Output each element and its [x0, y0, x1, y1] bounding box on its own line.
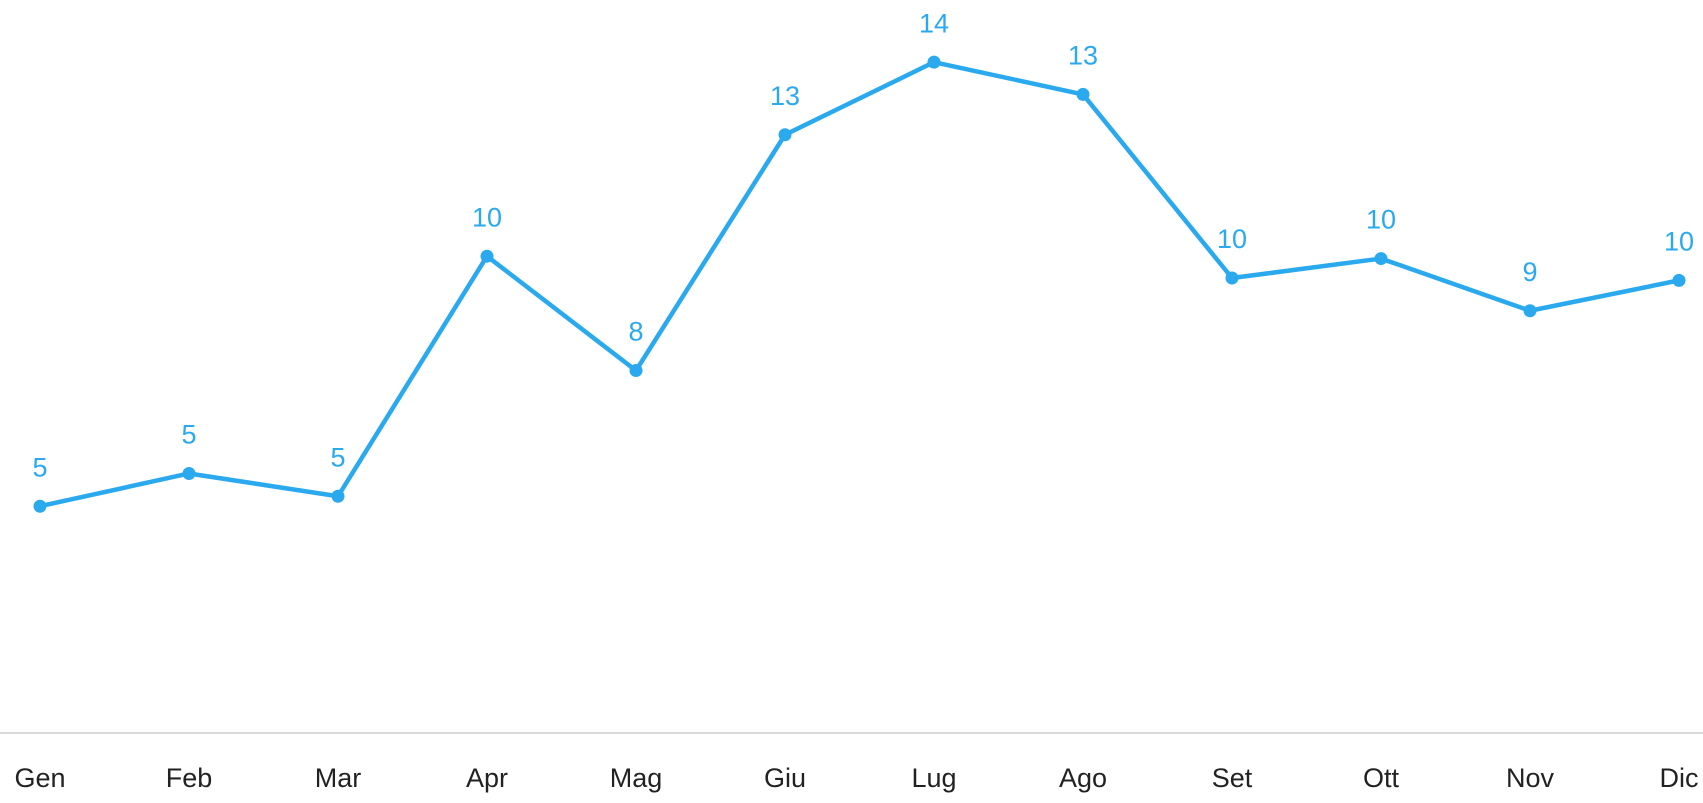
data-label: 8: [628, 317, 643, 347]
data-label: 14: [919, 8, 949, 38]
point: [1523, 304, 1537, 318]
x-tick-label: Mar: [315, 763, 362, 793]
x-tick-label: Dic: [1660, 763, 1699, 793]
data-label: 10: [472, 202, 502, 232]
data-label: 5: [32, 452, 47, 482]
point: [778, 128, 792, 142]
data-label: 5: [181, 420, 196, 450]
x-tick-label: Gen: [14, 763, 65, 793]
data-label: 10: [1664, 227, 1694, 257]
point: [480, 249, 494, 263]
data-label: 10: [1366, 205, 1396, 235]
point: [33, 499, 47, 513]
data-label: 9: [1522, 257, 1537, 287]
line: [39, 59, 1680, 509]
x-tick-label: Set: [1212, 763, 1253, 793]
x-tick-label: Ago: [1059, 763, 1107, 793]
data-label: 10: [1217, 224, 1247, 254]
point: [927, 55, 941, 69]
point: [1672, 273, 1686, 287]
x-tick-label: Lug: [911, 763, 956, 793]
x-tick-label: Feb: [166, 763, 213, 793]
data-label: 13: [1068, 41, 1098, 71]
x-tick-label: Apr: [466, 763, 508, 793]
point: [1076, 87, 1090, 101]
point: [1225, 271, 1239, 285]
x-tick-label: Giu: [764, 763, 806, 793]
x-tick-label: Ott: [1363, 763, 1400, 793]
data-label: 5: [330, 442, 345, 472]
point: [629, 364, 643, 378]
point: [182, 466, 196, 480]
point: [331, 489, 345, 503]
x-tick-label: Mag: [610, 763, 663, 793]
point: [1374, 252, 1388, 266]
x-tick-label: Nov: [1506, 763, 1555, 793]
data-label: 13: [770, 81, 800, 111]
